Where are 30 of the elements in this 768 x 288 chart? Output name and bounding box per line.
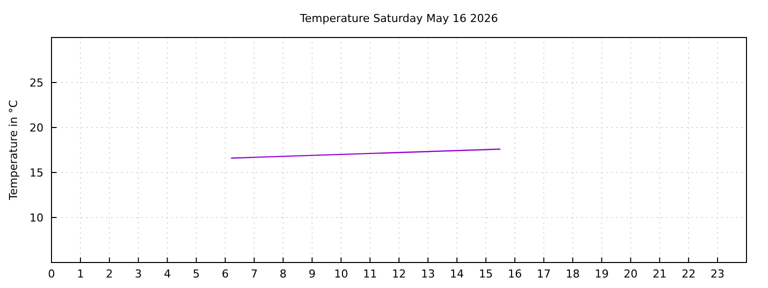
y-tick-label: 20 bbox=[30, 122, 44, 134]
x-tick-label: 18 bbox=[566, 268, 580, 280]
chart-title: Temperature Saturday May 16 2026 bbox=[299, 12, 498, 25]
x-tick-label: 13 bbox=[420, 268, 435, 280]
x-tick-label: 15 bbox=[478, 268, 493, 280]
x-tick-label: 10 bbox=[334, 268, 348, 280]
x-tick-label: 22 bbox=[682, 268, 696, 280]
y-tick-label: 15 bbox=[30, 166, 44, 180]
x-tick-label: 21 bbox=[652, 268, 667, 280]
x-tick-label: 20 bbox=[624, 268, 638, 280]
x-tick-label: 17 bbox=[536, 268, 551, 280]
x-tick-label: 7 bbox=[250, 268, 258, 280]
x-tick-label: 11 bbox=[363, 268, 378, 280]
x-tick-label: 5 bbox=[192, 268, 200, 280]
x-tick-label: 3 bbox=[134, 268, 142, 280]
x-tick-label: 19 bbox=[594, 268, 609, 280]
x-tick-label: 9 bbox=[308, 268, 316, 280]
x-tick-label: 14 bbox=[450, 268, 464, 280]
y-tick-label: 10 bbox=[30, 212, 44, 224]
x-tick-label: 12 bbox=[392, 268, 406, 280]
x-tick-label: 4 bbox=[164, 268, 171, 280]
x-tick-label: 23 bbox=[710, 268, 725, 280]
x-tick-label: 2 bbox=[106, 268, 113, 280]
x-tick-label: 1 bbox=[76, 268, 84, 280]
y-tick-label: 25 bbox=[30, 76, 44, 90]
x-tick-label: 0 bbox=[48, 268, 55, 280]
x-tick-label: 8 bbox=[280, 268, 287, 280]
x-tick-label: 6 bbox=[222, 268, 229, 280]
y-axis-title: Temperature in °C bbox=[7, 100, 20, 201]
x-tick-label: 16 bbox=[508, 268, 522, 280]
